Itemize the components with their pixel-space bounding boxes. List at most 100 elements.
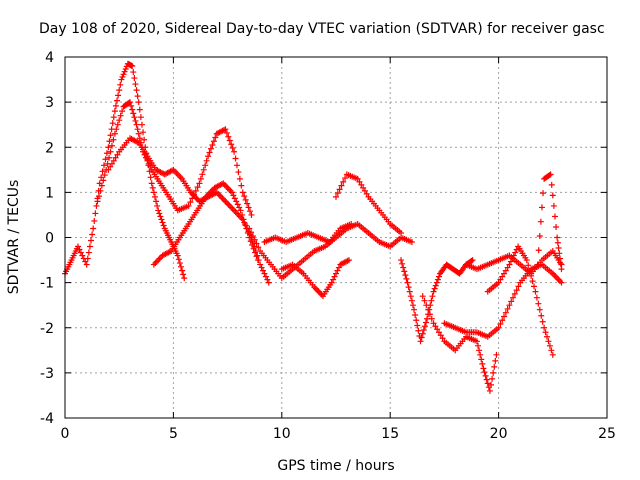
data-point	[247, 238, 254, 245]
data-point	[116, 87, 123, 94]
data-point	[236, 204, 243, 211]
data-point	[177, 263, 184, 270]
data-point	[135, 99, 142, 106]
y-axis-label: SDTVAR / TECUs	[6, 180, 22, 295]
data-point	[335, 264, 342, 271]
data-point	[534, 261, 541, 268]
data-point	[240, 216, 247, 223]
data-point	[360, 184, 367, 191]
data-point	[84, 255, 91, 262]
data-point	[403, 275, 410, 282]
data-point	[536, 306, 543, 313]
data-point	[529, 278, 536, 285]
data-point	[510, 294, 517, 301]
data-point	[140, 129, 147, 136]
data-point	[90, 225, 97, 232]
data-point	[210, 138, 217, 145]
x-tick-label: 25	[598, 426, 616, 442]
data-point	[439, 335, 446, 342]
data-point	[502, 267, 509, 274]
data-point	[544, 333, 551, 340]
data-point	[532, 288, 539, 295]
data-point	[531, 283, 538, 290]
data-point	[340, 178, 347, 185]
data-point	[331, 273, 338, 280]
data-point	[475, 342, 482, 349]
data-point	[555, 245, 562, 252]
data-point	[537, 218, 544, 225]
data-point	[348, 220, 355, 227]
data-point	[212, 134, 219, 141]
data-point	[181, 275, 188, 282]
data-point	[356, 178, 363, 185]
data-point	[228, 141, 235, 148]
data-point	[76, 246, 83, 253]
data-point	[406, 288, 413, 295]
data-point	[255, 244, 262, 251]
data-point	[114, 97, 121, 104]
series-sat-f	[261, 220, 355, 246]
data-point	[513, 287, 520, 294]
data-point	[99, 168, 106, 175]
data-point	[94, 198, 101, 205]
data-point	[488, 381, 495, 388]
data-point	[77, 249, 84, 256]
data-point	[489, 375, 496, 382]
data-point	[117, 112, 124, 119]
data-point	[417, 338, 424, 345]
data-point	[546, 342, 553, 349]
data-point	[398, 229, 405, 236]
data-point	[547, 171, 554, 178]
data-point	[179, 267, 186, 274]
data-point	[223, 129, 230, 136]
data-point	[434, 276, 441, 283]
data-point	[421, 323, 428, 330]
data-point	[153, 198, 160, 205]
data-point	[510, 252, 517, 259]
data-point	[95, 193, 102, 200]
data-point	[110, 114, 117, 121]
data-point	[557, 260, 564, 267]
data-point	[557, 255, 564, 262]
data-point	[507, 258, 514, 265]
data-point	[253, 253, 260, 260]
data-point	[110, 157, 117, 164]
data-point	[200, 166, 207, 173]
data-point	[422, 319, 429, 326]
data-point	[239, 211, 246, 218]
grid-layer	[65, 57, 607, 418]
data-point	[131, 75, 138, 82]
data-point	[109, 120, 116, 127]
data-point	[536, 232, 543, 239]
y-tick-label: 0	[45, 231, 54, 247]
data-point	[482, 372, 489, 379]
data-point	[429, 293, 436, 300]
data-point	[114, 151, 121, 158]
data-point	[107, 163, 114, 170]
data-point	[509, 255, 516, 262]
data-point	[435, 273, 442, 280]
data-point	[209, 141, 216, 148]
data-point	[228, 189, 235, 196]
data-point	[495, 324, 502, 331]
data-point	[481, 369, 488, 376]
data-point	[174, 252, 181, 259]
data-point	[241, 193, 248, 200]
data-point	[432, 323, 439, 330]
data-point	[108, 142, 115, 149]
data-point	[480, 365, 487, 372]
data-point	[404, 279, 411, 286]
data-point	[533, 294, 540, 301]
data-point	[133, 87, 140, 94]
data-point	[132, 117, 139, 124]
data-point	[233, 198, 240, 205]
data-point	[238, 182, 245, 189]
data-point	[554, 239, 561, 246]
data-point	[206, 149, 213, 156]
data-point	[150, 189, 157, 196]
y-tick-label: -1	[40, 276, 54, 292]
data-point	[512, 249, 519, 256]
data-point	[261, 270, 268, 277]
data-point	[175, 256, 182, 263]
data-point	[418, 334, 425, 341]
